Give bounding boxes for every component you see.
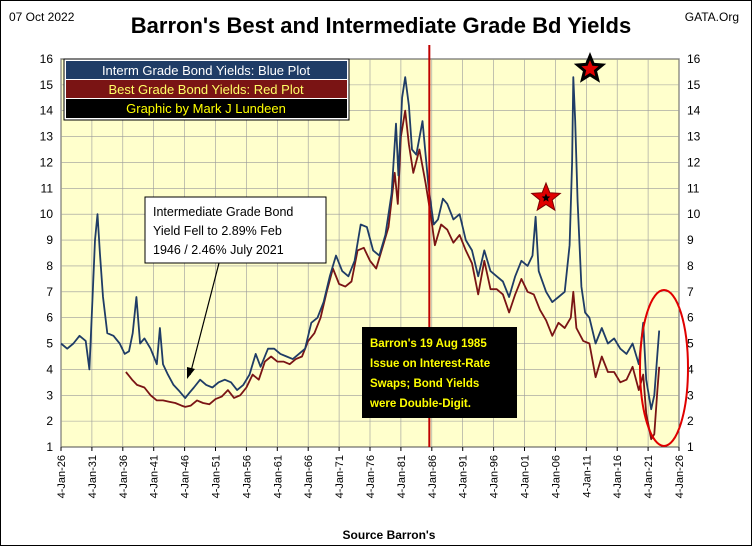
x-tick-label: 4-Jan-96 [489,455,501,498]
x-tick-label: 4-Jan-01 [520,455,532,498]
y-tick-label-right: 13 [687,130,701,144]
x-tick-label: 4-Jan-91 [458,455,470,498]
x-axis-label: Source Barron's [343,528,436,542]
y-tick-label-left: 6 [46,311,53,325]
swaps-callout-box [362,327,517,418]
y-tick-label-right: 4 [687,362,694,376]
swaps-callout-line-1: Barron's 19 Aug 1985 [370,338,487,350]
y-tick-label-left: 2 [46,414,53,428]
y-tick-label-left: 13 [40,130,54,144]
y-tick-label-left: 14 [40,104,54,118]
chart-date: 07 Oct 2022 [9,10,75,24]
x-tick-label: 4-Jan-86 [427,455,439,498]
x-tick-label: 4-Jan-76 [365,455,377,498]
swaps-callout-line-4: were Double-Digit. [369,398,471,410]
2021-low-highlight-ellipse [639,289,689,447]
legend-entry-red: Best Grade Bond Yields: Red Plot [108,82,304,97]
y-tick-label-left: 11 [41,181,54,195]
x-axis: 4-Jan-26 4-Jan-31 4-Jan-36 4-Jan-41 4-Jan-46… [56,447,686,498]
y-tick-label-right: 3 [687,388,694,402]
low-yield-arrowhead [187,367,195,379]
y-tick-label-left: 3 [46,388,53,402]
y-tick-label-left: 12 [40,155,54,169]
x-tick-label: 4-Jan-81 [396,455,408,498]
low-yield-callout: Intermediate Grade Bond Yield Fell to 2.… [144,196,327,379]
y-tick-label-right: 6 [687,311,694,325]
legend-credit-bg [66,99,347,118]
legend: Interm Grade Bond Yields: Blue Plot Best… [63,58,350,121]
y-tick-label-left: 4 [46,362,53,376]
x-tick-label: 4-Jan-51 [211,455,223,498]
y-tick-label-right: 8 [687,259,694,273]
y-tick-label-right: 11 [687,181,700,195]
y-tick-label-right: 7 [687,285,694,299]
x-tick-label: 4-Jan-26 [56,455,68,498]
y-tick-label-right: 5 [687,337,694,351]
chart-title: Barron's Best and Intermediate Grade Bd … [131,13,631,38]
y-tick-label-right: 14 [687,104,701,118]
legend-entry-blue: Interm Grade Bond Yields: Blue Plot [102,63,311,78]
x-tick-label: 4-Jan-06 [550,455,562,498]
y-tick-label-left: 5 [46,337,53,351]
x-tick-label: 4-Jan-61 [272,455,284,498]
y-tick-label-right: 12 [687,155,701,169]
star-markers [530,52,607,212]
chart-brand: GATA.Org [685,10,739,24]
y-tick-label-right: 1 [687,440,694,454]
legend-credit: Graphic by Mark J Lundeen [126,101,286,116]
x-tick-label: 4-Jan-31 [87,455,99,498]
series-line [60,76,661,411]
y-tick-label-right: 15 [687,78,701,92]
series-line [125,109,661,441]
x-tick-label: 4-Jan-36 [118,455,130,498]
x-tick-label: 4-Jan-21 [643,455,655,498]
x-tick-label: 4-Jan-56 [241,455,253,498]
y-tick-label-left: 10 [40,207,54,221]
swaps-callout-line-2: Issue on Interest-Rate [370,358,490,370]
low-yield-callout-line-1: Intermediate Grade Bond [153,205,293,219]
y-tick-label-right: 2 [687,414,694,428]
legend-entry-blue-bg [66,61,347,79]
low-yield-callout-line-2: Yield Fell to 2.89% Feb [153,224,282,238]
low-yield-arrow [189,262,220,376]
legend-entry-red-bg [66,80,347,98]
y-tick-label-right: 10 [687,207,701,221]
x-tick-label: 4-Jan-66 [303,455,315,498]
y-tick-label-left: 16 [40,52,54,66]
y-tick-label-right: 16 [687,52,701,66]
x-tick-label: 4-Jan-16 [612,455,624,498]
swaps-callout-line-3: Swaps; Bond Yields [370,378,479,390]
y-tick-label-left: 15 [40,78,54,92]
y-tick-label-left: 8 [46,259,53,273]
x-tick-label: 4-Jan-41 [149,455,161,498]
y-tick-label-right: 9 [687,233,694,247]
star-2008-inner-icon [581,60,599,77]
x-tick-label: 4-Jan-71 [334,455,346,498]
x-tick-label: 4-Jan-11 [581,455,593,498]
series-group [60,76,661,441]
x-tick-label: 4-Jan-26 [674,455,686,498]
low-yield-callout-line-3: 1946 / 2.46% July 2021 [153,243,284,257]
y-tick-label-left: 1 [46,440,53,454]
x-tick-label: 4-Jan-46 [180,455,192,498]
low-yield-callout-box [144,196,327,264]
y-tick-label-left: 7 [46,285,53,299]
swaps-callout: Barron's 19 Aug 1985 Issue on Interest-R… [362,327,517,418]
y-tick-label-left: 9 [46,233,53,247]
star-2002-center-icon [541,193,551,202]
